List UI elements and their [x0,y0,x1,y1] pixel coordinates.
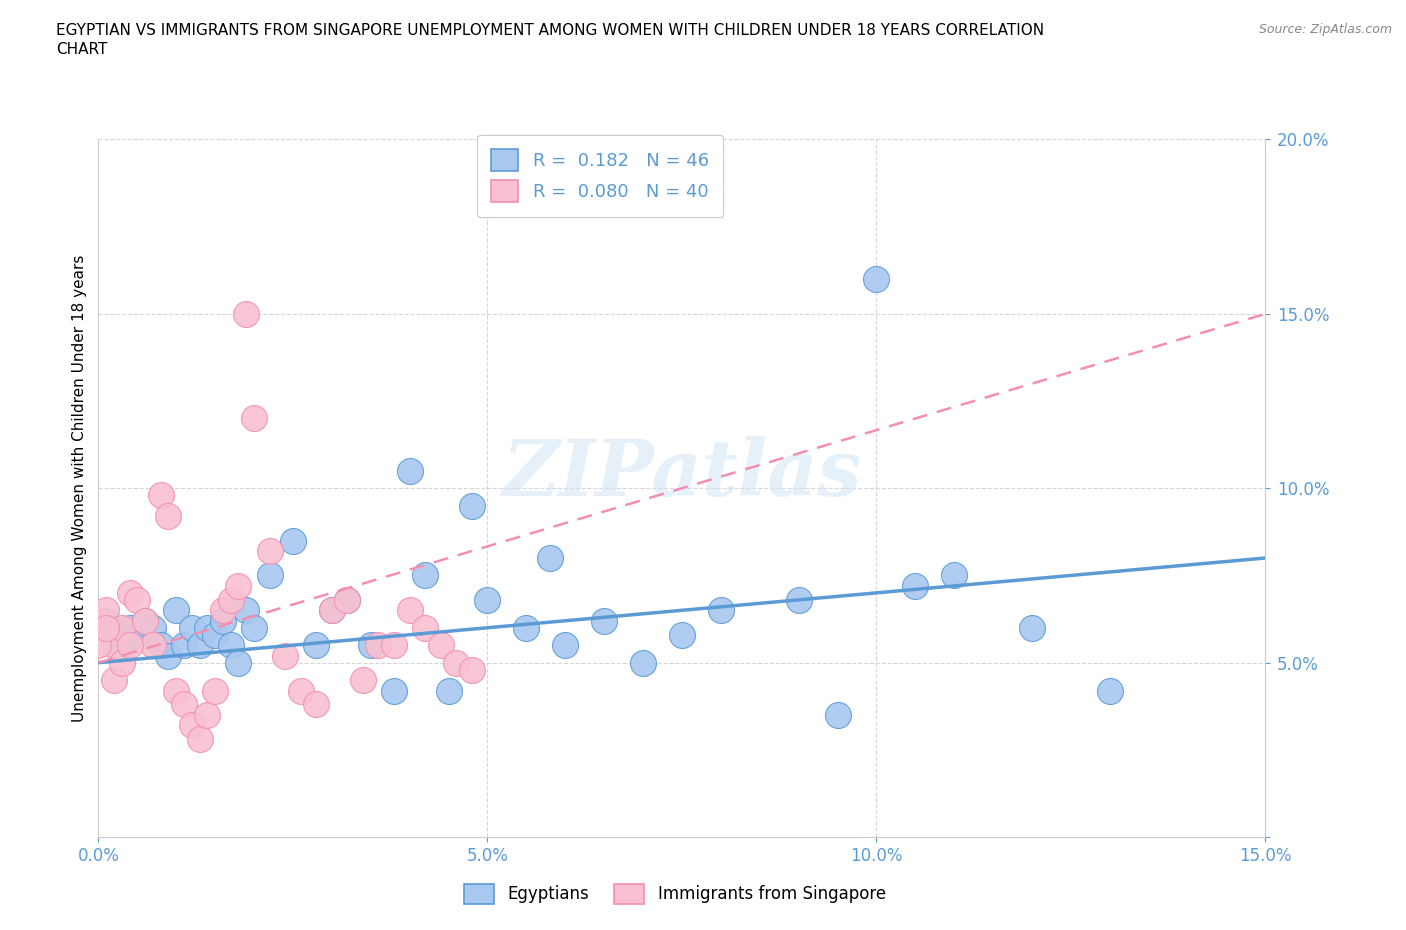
Point [243,411,266,426]
Point [943,568,966,583]
Point [904,578,927,593]
Point [671,628,693,643]
Point [188,638,211,653]
Point [96,620,118,635]
Point [336,592,359,607]
Point [180,718,202,733]
Point [173,698,195,712]
Point [127,628,149,643]
Point [134,614,156,629]
Text: ZIPatlas: ZIPatlas [502,436,862,512]
Text: EGYPTIAN VS IMMIGRANTS FROM SINGAPORE UNEMPLOYMENT AMONG WOMEN WITH CHILDREN UND: EGYPTIAN VS IMMIGRANTS FROM SINGAPORE UN… [56,23,1045,38]
Point [787,592,810,607]
Point [367,638,389,653]
Point [360,638,382,653]
Point [461,498,484,513]
Point [413,568,436,583]
Point [461,662,484,677]
Point [149,488,172,503]
Point [157,648,180,663]
Point [118,638,141,653]
Legend: Egyptians, Immigrants from Singapore: Egyptians, Immigrants from Singapore [456,875,894,912]
Point [243,620,266,635]
Point [212,614,235,629]
Point [398,603,420,618]
Point [321,603,343,618]
Point [212,603,235,618]
Point [446,655,468,670]
Point [219,592,242,607]
Point [336,592,359,607]
Point [103,628,125,643]
Point [103,672,125,687]
Point [274,648,297,663]
Point [305,638,328,653]
Text: CHART: CHART [56,42,108,57]
Point [111,638,134,653]
Point [538,551,561,565]
Text: Source: ZipAtlas.com: Source: ZipAtlas.com [1258,23,1392,36]
Point [259,568,281,583]
Point [437,683,460,698]
Point [593,614,616,629]
Point [157,509,180,524]
Point [554,638,576,653]
Point [281,533,304,548]
Point [1098,683,1121,698]
Point [142,638,165,653]
Point [180,620,202,635]
Point [142,620,165,635]
Point [710,603,733,618]
Legend: R =  0.182   N = 46, R =  0.080   N = 40: R = 0.182 N = 46, R = 0.080 N = 40 [477,135,724,217]
Point [352,672,374,687]
Point [87,614,110,629]
Point [398,463,420,478]
Point [305,698,328,712]
Point [235,307,257,322]
Point [127,592,149,607]
Point [195,708,218,723]
Point [631,655,654,670]
Point [188,732,211,747]
Point [382,638,405,653]
Point [1021,620,1043,635]
Point [290,683,312,698]
Point [118,586,141,601]
Point [149,638,172,653]
Point [429,638,451,653]
Point [87,638,110,653]
Point [413,620,436,635]
Point [321,603,343,618]
Point [477,592,499,607]
Point [111,655,134,670]
Point [865,272,887,286]
Point [259,543,281,558]
Point [134,614,156,629]
Point [204,683,226,698]
Point [165,683,187,698]
Point [118,620,141,635]
Point [382,683,405,698]
Y-axis label: Unemployment Among Women with Children Under 18 years: Unemployment Among Women with Children U… [72,255,87,722]
Point [235,603,257,618]
Point [111,620,134,635]
Point [228,655,250,670]
Point [195,620,218,635]
Point [173,638,195,653]
Point [204,628,226,643]
Point [515,620,537,635]
Point [228,578,250,593]
Point [827,708,849,723]
Point [219,638,242,653]
Point [96,614,118,629]
Point [103,638,125,653]
Point [96,603,118,618]
Point [165,603,187,618]
